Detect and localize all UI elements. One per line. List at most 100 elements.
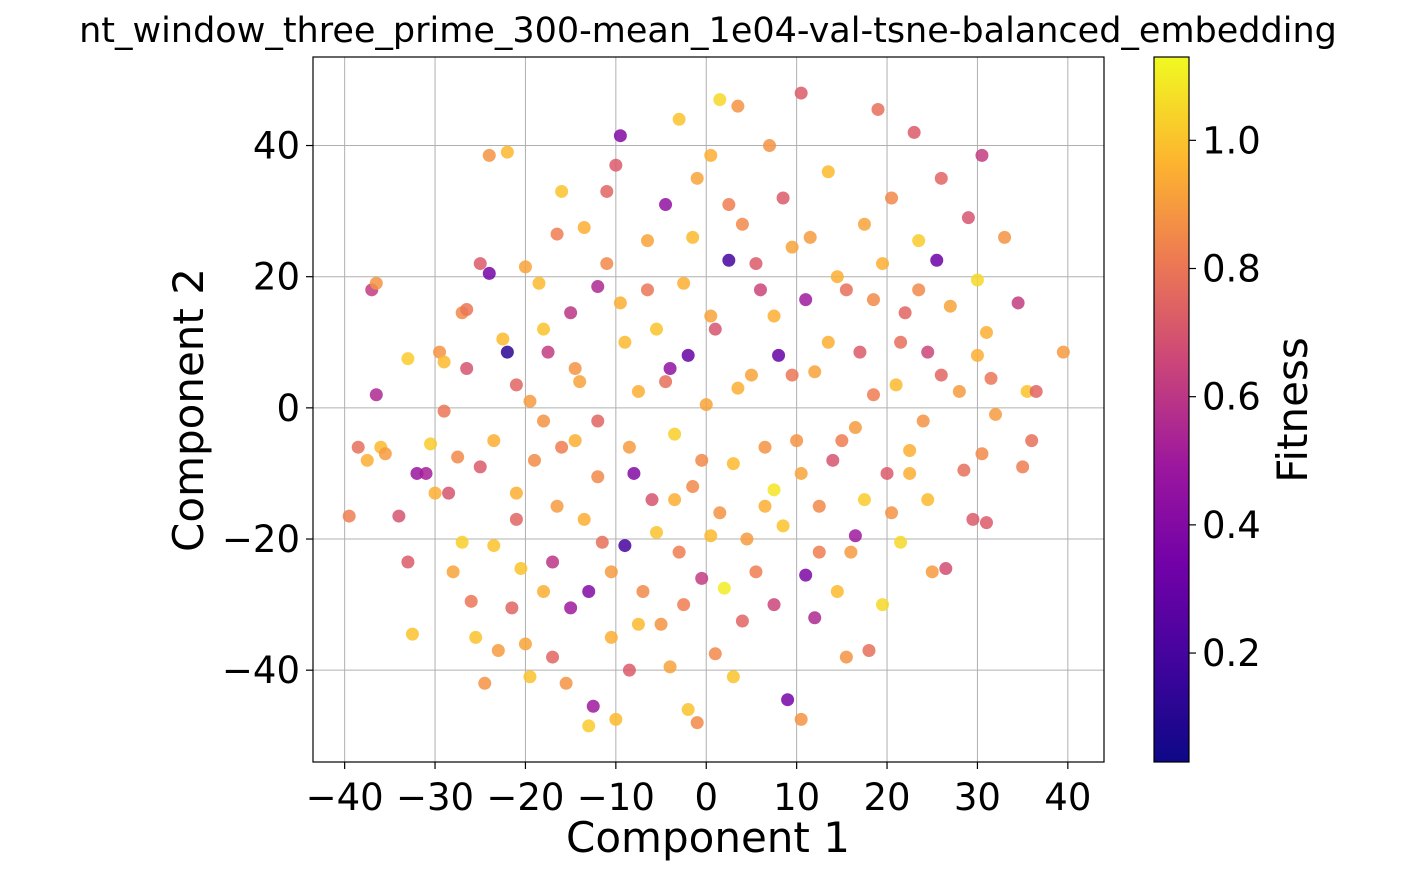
- scatter-point: [998, 230, 1012, 244]
- scatter-point: [812, 545, 826, 559]
- x-tick-label: 30: [954, 776, 1001, 819]
- scatter-point: [645, 493, 659, 507]
- scatter-point: [848, 529, 862, 543]
- scatter-point: [518, 260, 532, 274]
- scatter-point: [546, 650, 560, 664]
- scatter-point: [921, 493, 935, 507]
- scatter-point: [1025, 434, 1039, 448]
- scatter-point: [839, 283, 853, 297]
- scatter-point: [1011, 296, 1025, 310]
- y-tick-label: 40: [253, 125, 300, 168]
- scatter-point: [573, 375, 587, 389]
- scatter-point: [424, 437, 438, 451]
- scatter-point: [885, 191, 899, 205]
- scatter-point: [631, 617, 645, 631]
- scatter-point: [650, 322, 664, 336]
- scatter-point: [767, 483, 781, 497]
- colorbar-tick-label: 1.0: [1202, 119, 1261, 162]
- scatter-point: [912, 234, 926, 248]
- scatter-point: [812, 499, 826, 513]
- scatter-point: [857, 493, 871, 507]
- scatter-point: [735, 614, 749, 628]
- scatter-point: [885, 506, 899, 520]
- scatter-point: [500, 345, 514, 359]
- scatter-point: [921, 345, 935, 359]
- scatter-point: [708, 647, 722, 661]
- scatter-point: [943, 299, 957, 313]
- scatter-point: [767, 598, 781, 612]
- y-tick-label: 20: [253, 256, 300, 299]
- scatter-point: [410, 466, 424, 480]
- scatter-point: [767, 309, 781, 323]
- scatter-point: [844, 545, 858, 559]
- scatter-point: [857, 217, 871, 231]
- scatter-point: [772, 348, 786, 362]
- colorbar-tick-label: 0.4: [1202, 504, 1261, 547]
- scatter-point: [970, 348, 984, 362]
- scatter-point: [487, 539, 501, 553]
- scatter-point: [717, 581, 731, 595]
- scatter-point: [894, 335, 908, 349]
- scatter-point: [401, 555, 415, 569]
- scatter-point: [577, 512, 591, 526]
- scatter-point: [722, 253, 736, 267]
- scatter-point: [794, 712, 808, 726]
- scatter-point: [1029, 384, 1043, 398]
- scatter-point: [595, 535, 609, 549]
- scatter-point: [460, 362, 474, 376]
- scatter-point: [622, 440, 636, 454]
- scatter-point: [984, 371, 998, 385]
- scatter-point: [659, 375, 673, 389]
- scatter-point: [916, 414, 930, 428]
- scatter-point: [568, 362, 582, 376]
- scatter-point: [681, 703, 695, 717]
- scatter-point: [433, 345, 447, 359]
- x-tick-label: −30: [396, 776, 474, 819]
- scatter-point: [437, 404, 451, 418]
- scatter-point: [473, 257, 487, 271]
- scatter-point: [925, 565, 939, 579]
- scatter-point: [690, 171, 704, 185]
- x-tick-label: −40: [306, 776, 384, 819]
- scatter-point: [478, 676, 492, 690]
- scatter-point: [455, 535, 469, 549]
- colorbar-tick-label: 0.6: [1202, 376, 1261, 419]
- colorbar: [1153, 56, 1190, 763]
- scatter-point: [876, 598, 890, 612]
- scatter-point: [428, 486, 442, 500]
- scatter-point: [695, 571, 709, 585]
- scatter-point: [419, 466, 433, 480]
- scatter-point: [785, 240, 799, 254]
- scatter-point: [469, 630, 483, 644]
- scatter-point: [564, 306, 578, 320]
- x-tick-label: 0: [694, 776, 718, 819]
- scatter-point: [889, 378, 903, 392]
- scatter-point: [609, 712, 623, 726]
- colorbar-label: Fitness: [1268, 337, 1317, 482]
- scatter-point: [496, 332, 510, 346]
- scatter-point: [713, 506, 727, 520]
- scatter-point: [821, 165, 835, 179]
- scatter-point: [763, 139, 777, 153]
- x-tick-label: 40: [1044, 776, 1091, 819]
- scatter-point: [568, 434, 582, 448]
- scatter-point: [473, 460, 487, 474]
- scatter-point: [862, 644, 876, 658]
- scatter-point: [613, 296, 627, 310]
- scatter-point: [523, 394, 537, 408]
- scatter-point: [853, 345, 867, 359]
- scatter-point: [527, 453, 541, 467]
- scatter-point: [405, 627, 419, 641]
- scatter-point: [880, 466, 894, 480]
- scatter-point: [704, 309, 718, 323]
- scatter-point: [500, 145, 514, 159]
- scatter-point: [523, 670, 537, 684]
- scatter-point: [487, 434, 501, 448]
- scatter-point: [618, 539, 632, 553]
- scatter-point: [894, 535, 908, 549]
- scatter-point: [654, 617, 668, 631]
- scatter-point: [677, 276, 691, 290]
- scatter-point: [975, 447, 989, 461]
- scatter-point: [699, 398, 713, 412]
- scatter-point: [401, 352, 415, 366]
